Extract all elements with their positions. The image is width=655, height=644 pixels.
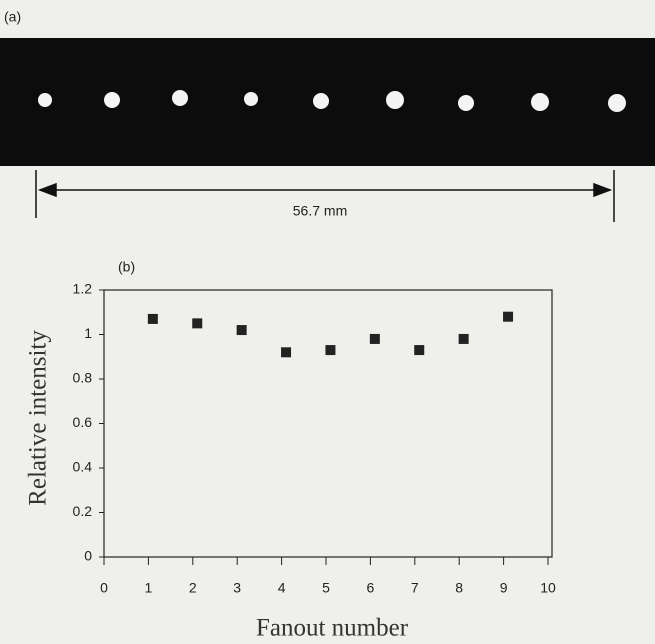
x-tick-label: 6 bbox=[367, 580, 375, 596]
x-tick-label: 8 bbox=[455, 580, 463, 596]
y-tick-label: 0 bbox=[84, 548, 92, 564]
marker bbox=[147, 313, 158, 324]
y-axis-title: Relative intensity bbox=[25, 330, 52, 506]
marker bbox=[503, 311, 514, 322]
x-tick-label: 10 bbox=[540, 580, 556, 596]
spot bbox=[458, 95, 474, 111]
spot bbox=[313, 93, 329, 109]
y-tick-label: 0.4 bbox=[73, 459, 93, 475]
marker bbox=[236, 325, 247, 336]
arrowheads bbox=[37, 182, 613, 198]
marker bbox=[458, 333, 469, 344]
marker bbox=[281, 347, 292, 358]
marker bbox=[369, 333, 380, 344]
x-tick-label: 7 bbox=[411, 580, 419, 596]
marker bbox=[192, 318, 203, 329]
panel-label: (a) bbox=[4, 9, 21, 25]
spots bbox=[38, 90, 626, 112]
dimension-line bbox=[35, 170, 615, 222]
x-tick-label: 3 bbox=[233, 580, 241, 596]
y-tick-label: 0.8 bbox=[73, 370, 93, 386]
x-axis-title: Fanout number bbox=[256, 615, 409, 642]
spot bbox=[172, 90, 188, 106]
marker bbox=[414, 345, 425, 356]
x-tick-label: 1 bbox=[145, 580, 153, 596]
marker bbox=[325, 345, 336, 356]
x-tick-label: 9 bbox=[500, 580, 508, 596]
spot bbox=[244, 92, 258, 106]
y-tick-label: 1 bbox=[84, 325, 92, 341]
spot bbox=[104, 92, 120, 108]
spot bbox=[38, 93, 52, 107]
y-tick-label: 0.6 bbox=[73, 414, 93, 430]
spot bbox=[531, 93, 549, 111]
spot bbox=[608, 94, 626, 112]
chart-annotation: (b) bbox=[118, 259, 135, 275]
y-tick-label: 1.2 bbox=[73, 281, 93, 297]
x-tick-label: 5 bbox=[322, 580, 330, 596]
x-tick-label: 2 bbox=[189, 580, 197, 596]
y-tick-label: 0.2 bbox=[73, 503, 93, 519]
x-tick-label: 4 bbox=[278, 580, 286, 596]
x-tick-label: 0 bbox=[100, 580, 108, 596]
dimension-label: 56.7 mm bbox=[293, 203, 347, 219]
spot bbox=[386, 91, 404, 109]
